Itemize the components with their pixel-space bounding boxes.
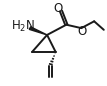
Text: $\mathsf{H_2N}$: $\mathsf{H_2N}$ [11,19,35,34]
Text: O: O [77,25,86,38]
Polygon shape [29,27,47,35]
Text: O: O [54,2,63,15]
